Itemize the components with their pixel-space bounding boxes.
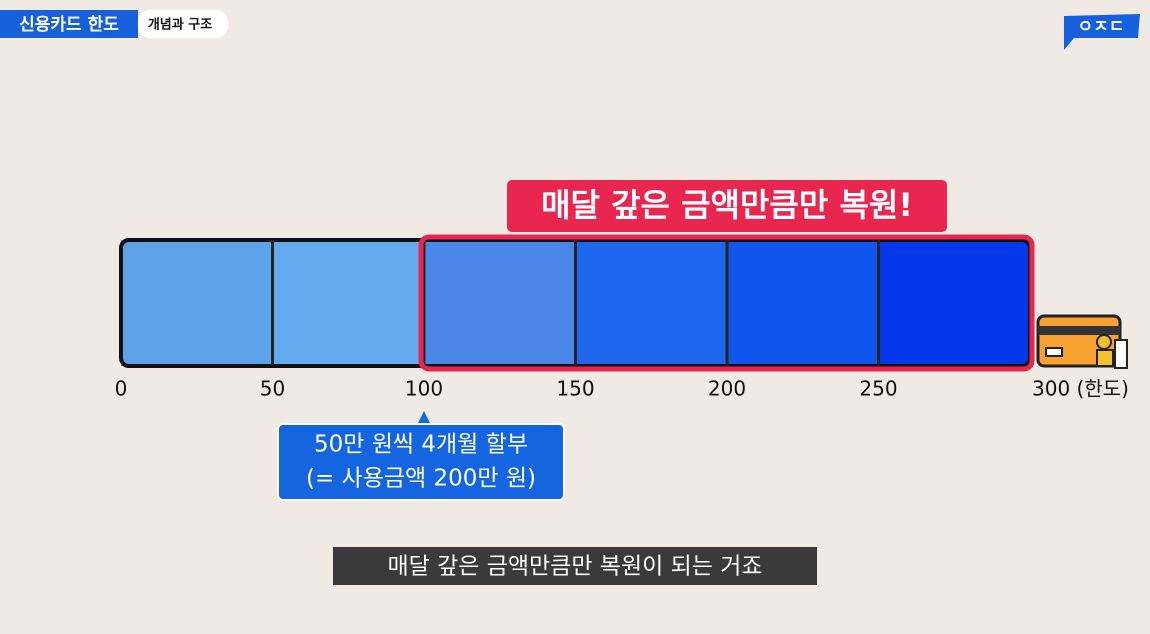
bar: 0 50 100 150 200 250 300 (한도) <box>115 238 1129 401</box>
callout-pointer <box>417 411 431 425</box>
segment <box>727 240 879 366</box>
header-tag <box>0 10 138 38</box>
segment <box>878 240 1030 366</box>
tick-label: 50 <box>260 377 285 401</box>
segment <box>272 240 424 366</box>
caption: 매달 갚은 금액만큼만 복원이 되는 거죠 <box>387 554 762 580</box>
tick-label: 200 <box>708 377 746 401</box>
caption-box <box>333 547 817 585</box>
tick-label: 0 <box>115 377 128 401</box>
highlight-box <box>418 234 1035 372</box>
tick-label: 300 (한도) <box>1032 377 1129 401</box>
highlight-label: 매달 갚은 금액만큼만 복원! <box>541 186 913 224</box>
segment <box>121 240 273 366</box>
tick-label: 150 <box>556 377 594 401</box>
header-subtag <box>138 10 228 38</box>
callout-box <box>277 423 565 501</box>
logo: ㅇㅈㄷ <box>1078 17 1125 37</box>
segment <box>424 240 576 366</box>
highlight-label-box <box>507 180 947 232</box>
header-subtitle: 개념과 구조 <box>148 17 212 33</box>
logo-badge <box>1064 14 1140 50</box>
tick-label: 100 <box>405 377 443 401</box>
callout-line: 50만 원씩 4개월 할부 <box>314 432 528 458</box>
tick-label: 250 <box>859 377 897 401</box>
segment <box>575 240 727 366</box>
card-icon <box>1036 314 1128 369</box>
callout-line: (= 사용금액 200만 원) <box>306 466 536 492</box>
header-title: 신용카드 한도 <box>19 15 119 35</box>
